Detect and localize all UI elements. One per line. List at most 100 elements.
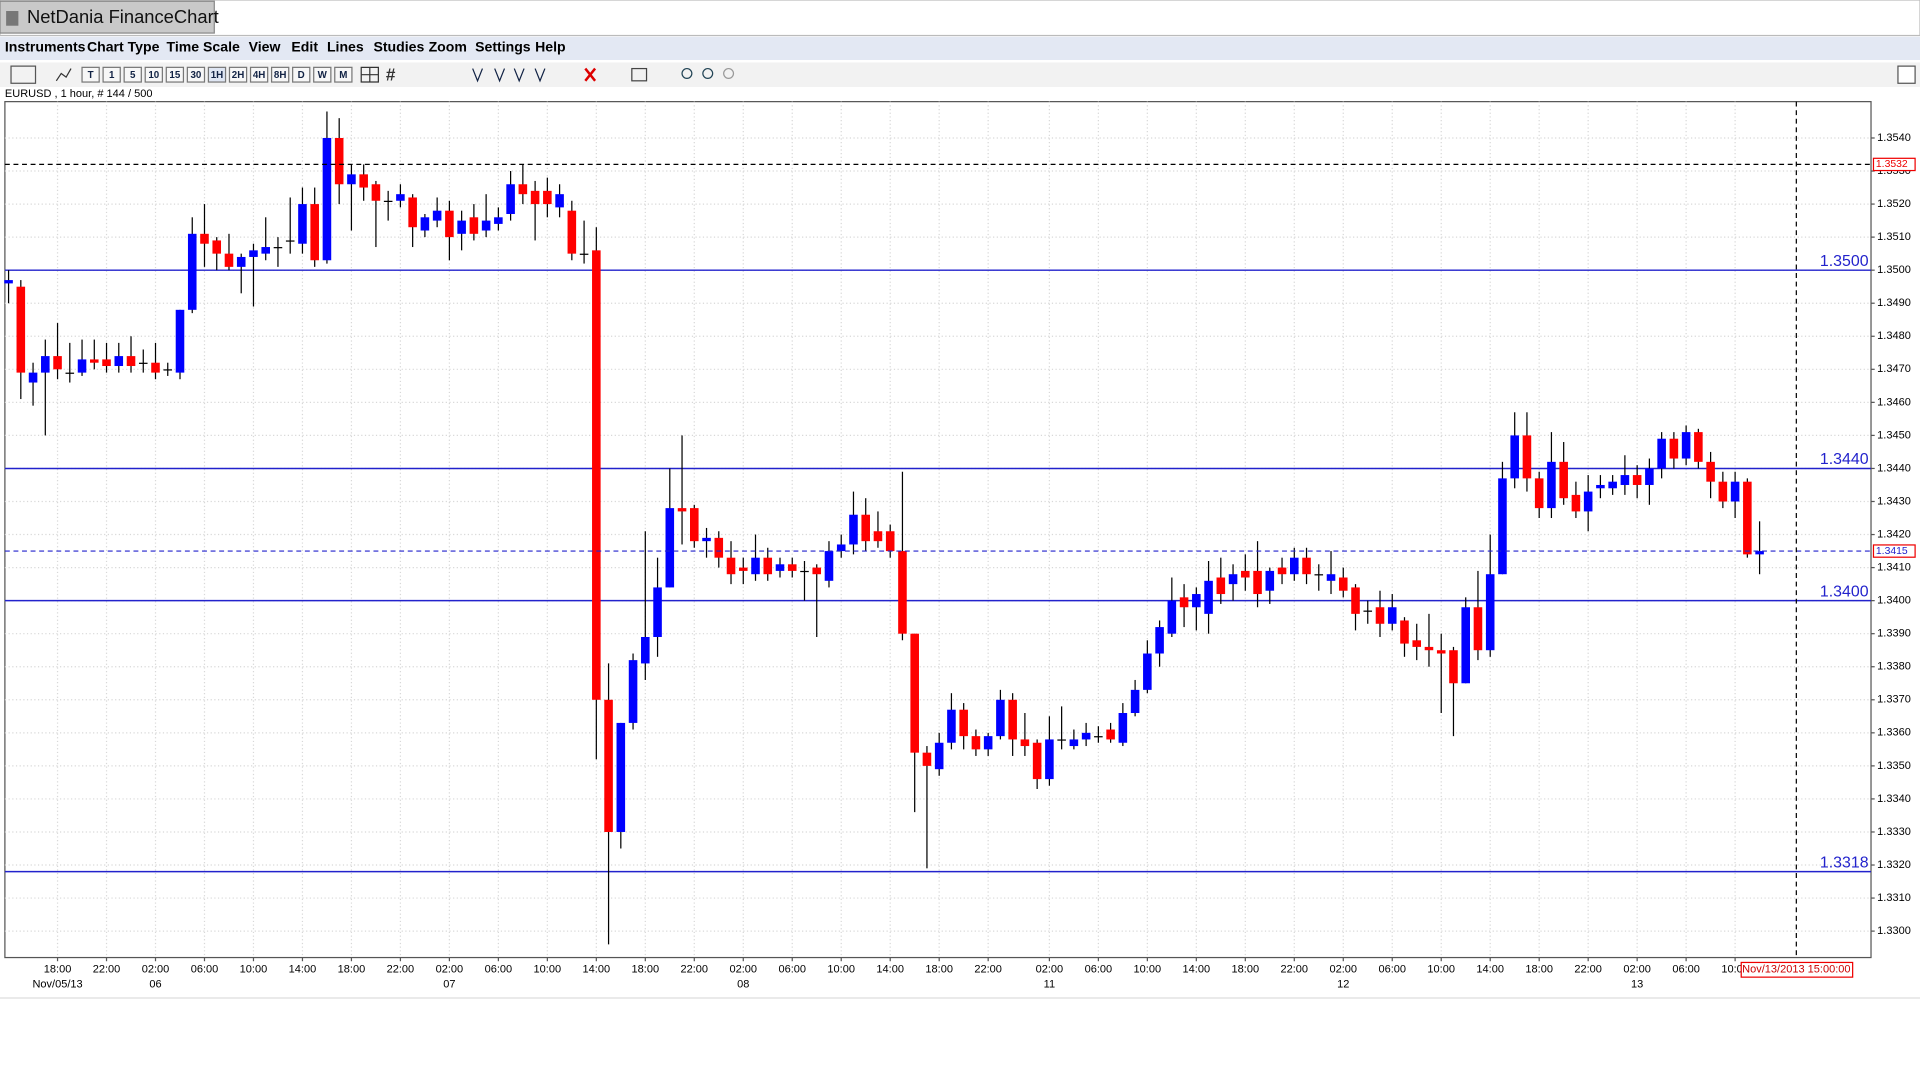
candle-body <box>4 280 13 284</box>
x-date-label: Nov/05/13 <box>32 978 82 990</box>
timescale-label[interactable]: T <box>88 70 94 81</box>
timescale-label[interactable]: D <box>298 70 305 81</box>
candle-body <box>249 250 258 257</box>
timescale-label[interactable]: 8H <box>274 70 287 81</box>
timescale-label[interactable]: 2H <box>232 70 245 81</box>
candle-body <box>518 184 528 195</box>
timescale-label[interactable]: 15 <box>169 70 180 81</box>
x-tick-label: 10:00 <box>240 964 268 976</box>
candle-body <box>138 362 148 364</box>
candle-body <box>114 356 124 367</box>
candle-body <box>396 194 405 201</box>
candle-body <box>1498 478 1507 575</box>
timescale-button[interactable] <box>228 66 248 83</box>
icon <box>584 67 597 82</box>
candle-body <box>16 286 26 373</box>
menu-item[interactable]: Zoom <box>429 38 467 54</box>
candle-body <box>1020 739 1030 747</box>
timescale-label[interactable]: 30 <box>190 70 201 81</box>
candle-body <box>1730 481 1740 502</box>
candle-body <box>1718 481 1728 502</box>
x-date-label: 13 <box>1631 978 1643 990</box>
candle-body <box>1571 494 1581 512</box>
candle-body <box>1363 610 1373 612</box>
candle-body <box>677 508 687 512</box>
timescale-label[interactable]: 4H <box>253 70 266 81</box>
candle-body <box>1032 742 1042 780</box>
y-tick-label: 1.3460 <box>1877 396 1911 408</box>
candle-body <box>996 699 1005 737</box>
candle-body <box>383 200 393 202</box>
x-date-label: 07 <box>443 978 455 990</box>
timescale-button[interactable] <box>249 66 269 83</box>
icon <box>702 67 714 79</box>
candle-body <box>849 514 858 545</box>
x-tick-label: 02:00 <box>436 964 464 976</box>
x-date-label: 06 <box>149 978 161 990</box>
candle-body <box>1583 491 1593 512</box>
timescale-button[interactable] <box>292 66 311 83</box>
y-tick-label: 1.3370 <box>1877 694 1911 706</box>
timescale-button[interactable] <box>313 66 332 83</box>
candle-body <box>971 736 981 750</box>
menu-item[interactable]: Instruments <box>5 38 86 54</box>
timescale-label[interactable]: 1 <box>109 70 115 81</box>
menu-item[interactable]: View <box>249 38 281 54</box>
candle-body <box>1485 574 1495 651</box>
candle-body <box>1743 481 1752 555</box>
candle-body <box>1081 732 1091 740</box>
x-tick-label: 06:00 <box>778 964 806 976</box>
candle-body <box>506 184 515 214</box>
timescale-button[interactable] <box>144 66 163 83</box>
candle-body <box>873 531 883 542</box>
candle-body <box>494 217 503 224</box>
menu-item[interactable]: Lines <box>327 38 364 54</box>
x-tick-label: 02:00 <box>1623 964 1651 976</box>
timescale-button[interactable] <box>123 66 142 83</box>
candle-body <box>1216 577 1226 595</box>
icon <box>631 67 648 82</box>
candle-body <box>1461 607 1470 684</box>
x-tick-label: 22:00 <box>93 964 121 976</box>
timescale-button[interactable] <box>165 66 185 83</box>
timescale-label[interactable]: W <box>318 70 328 81</box>
menu-item[interactable]: Edit <box>291 38 318 54</box>
timescale-button[interactable] <box>207 66 227 83</box>
candle-body <box>151 362 160 373</box>
timescale-label[interactable]: 1H <box>211 70 224 81</box>
timescale-button[interactable] <box>81 66 100 83</box>
menu-bar <box>0 36 1920 60</box>
price-label-box <box>1872 544 1916 558</box>
icon <box>723 67 735 79</box>
candle-body <box>1387 607 1397 624</box>
candle-body <box>861 514 870 542</box>
candle-body <box>1167 600 1177 634</box>
candle-body <box>824 551 834 581</box>
timescale-label[interactable]: M <box>339 70 347 81</box>
menu-item[interactable]: Settings <box>475 38 531 54</box>
x-tick-label: 18:00 <box>1232 964 1260 976</box>
x-tick-label: 14:00 <box>876 964 904 976</box>
timescale-label[interactable]: 5 <box>130 70 136 81</box>
menu-item[interactable]: Time Scale <box>167 38 240 54</box>
y-tick-label: 1.3330 <box>1877 826 1911 838</box>
y-tick-label: 1.3430 <box>1877 495 1911 507</box>
candle-body <box>457 220 466 234</box>
timescale-button[interactable] <box>186 66 206 83</box>
price-label: 1.3532 <box>1876 159 1908 170</box>
timescale-button[interactable] <box>270 66 290 83</box>
timescale-label[interactable]: 10 <box>148 70 159 81</box>
x-date-label: 08 <box>737 978 749 990</box>
menu-item[interactable]: Studies <box>373 38 424 54</box>
x-tick-label: 14:00 <box>289 964 317 976</box>
menu-item[interactable]: Chart Type <box>87 38 160 54</box>
y-tick-label: 1.3320 <box>1877 859 1911 871</box>
y-tick-label: 1.3340 <box>1877 793 1911 805</box>
menu-item[interactable]: Help <box>535 38 566 54</box>
y-tick-label: 1.3310 <box>1877 892 1911 904</box>
timescale-button[interactable] <box>334 66 353 83</box>
icon: # <box>386 64 396 84</box>
x-tick-label: 06:00 <box>1378 964 1406 976</box>
timescale-button[interactable] <box>102 66 121 83</box>
